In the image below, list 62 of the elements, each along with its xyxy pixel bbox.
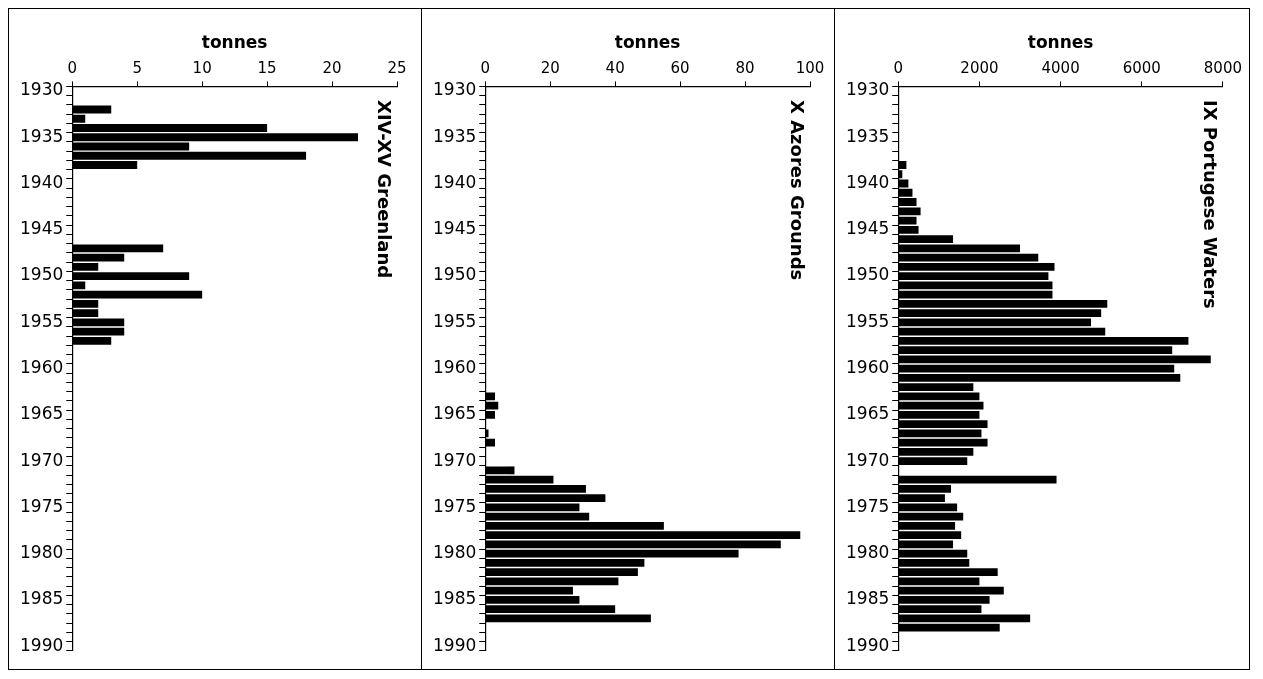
y-tick-label: 1975 (20, 495, 64, 516)
y-tick-label: 1990 (846, 634, 890, 655)
x-tick-label: 0 (67, 59, 78, 78)
x-tick-label: 20 (540, 59, 560, 78)
y-tick-label: 1930 (846, 79, 890, 100)
y-tick-label: 1960 (846, 357, 890, 378)
x-tick-label: 2000 (960, 59, 999, 78)
x-tick-label: 4000 (1041, 59, 1080, 78)
y-tick-label: 1970 (433, 449, 477, 470)
x-tick-label: 80 (735, 59, 755, 78)
text: X Azores Grounds (787, 100, 808, 281)
y-tick-label: 1980 (20, 542, 64, 563)
x-tick-label: 0 (893, 59, 904, 78)
y-tick-label: 1985 (433, 588, 477, 609)
x-tick-label: 0 (480, 59, 491, 78)
x-axis-title: tonnes (1027, 31, 1094, 52)
y-tick-label: 1965 (20, 403, 64, 424)
x-tick-label: 5 (132, 59, 142, 78)
x-tick-label: 15 (257, 59, 277, 78)
y-tick-label: 1980 (433, 542, 477, 563)
y-tick-label: 1955 (433, 310, 477, 331)
y-tick-label: 1990 (433, 634, 477, 655)
y-tick-label: 1965 (433, 403, 477, 424)
y-tick-label: 1945 (20, 218, 64, 239)
x-tick-label: 60 (670, 59, 690, 78)
y-tick-label: 1955 (846, 310, 890, 331)
y-tick-label: 1945 (433, 218, 477, 239)
y-tick-label: 1985 (20, 588, 64, 609)
x-tick-label: 20 (322, 59, 342, 78)
y-tick-label: 1975 (433, 495, 477, 516)
y-tick-label: 1940 (433, 171, 477, 192)
y-tick-label: 1935 (433, 125, 477, 146)
y-tick-label: 1955 (20, 310, 64, 331)
y-tick-label: 1935 (20, 125, 64, 146)
x-tick-label: 25 (387, 59, 407, 78)
y-tick-label: 1930 (433, 79, 477, 100)
y-tick-label: 1980 (846, 542, 890, 563)
text: XIV-XV Greenland (374, 100, 395, 279)
y-tick-label: 1990 (20, 634, 64, 655)
y-tick-label: 1950 (20, 264, 64, 285)
y-tick-label: 1940 (20, 171, 64, 192)
x-tick-label: 40 (605, 59, 625, 78)
y-tick-label: 1960 (433, 357, 477, 378)
y-tick-label: 1960 (20, 357, 64, 378)
y-tick-label: 1930 (20, 79, 64, 100)
y-tick-label: 1940 (846, 171, 890, 192)
y-tick-label: 1965 (846, 403, 890, 424)
y-tick-label: 1970 (846, 449, 890, 470)
x-tick-label: 8000 (1203, 59, 1243, 78)
x-axis-title: tonnes (201, 31, 268, 52)
x-tick-label: 6000 (1122, 59, 1161, 78)
text: IX Portugese Waters (1199, 100, 1221, 310)
y-tick-label: 1950 (433, 264, 477, 285)
y-tick-label: 1935 (846, 125, 890, 146)
x-axis-title: tonnes (614, 31, 681, 52)
y-tick-label: 1985 (846, 588, 890, 609)
x-tick-label: 100 (795, 59, 825, 78)
y-tick-label: 1945 (846, 218, 890, 239)
x-tick-label: 10 (192, 59, 212, 78)
y-tick-label: 1950 (846, 264, 890, 285)
y-tick-label: 1970 (20, 449, 64, 470)
y-tick-label: 1975 (846, 495, 890, 516)
